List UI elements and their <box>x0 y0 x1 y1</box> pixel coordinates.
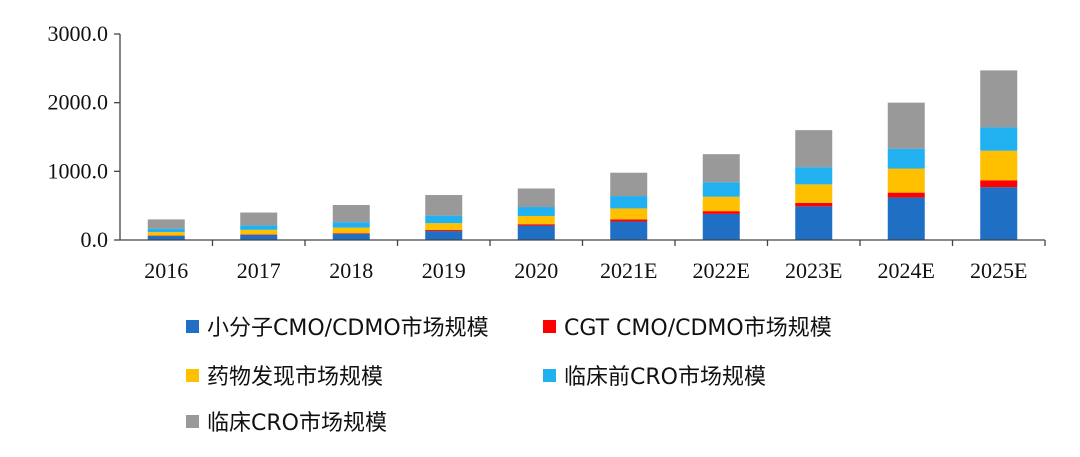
bars <box>147 70 1018 240</box>
legend-label: 小分子CMO/CDMO市场规模 <box>207 316 489 341</box>
bar-segment-2016-s2 <box>147 232 185 236</box>
bar-segment-2022E-s1 <box>702 211 740 214</box>
bar-segment-2016-s3 <box>147 228 185 233</box>
x-tick-label: 2019 <box>422 258 466 283</box>
bar-segment-2025E-s3 <box>980 127 1018 151</box>
y-tick-label: 0.0 <box>81 227 109 252</box>
legend-swatch <box>186 414 199 428</box>
legend-item-clinical-cro: 临床CRO市场规模 <box>186 401 387 441</box>
x-tick-label: 2022E <box>693 258 750 283</box>
x-tick-label: 2017 <box>237 258 281 283</box>
bar-segment-2025E-s2 <box>980 150 1018 181</box>
bar-segment-2019-s0 <box>425 231 463 240</box>
bar-segment-2021E-s0 <box>610 221 648 240</box>
bar-segment-2018-s3 <box>332 222 370 228</box>
bar-segment-2018-s2 <box>332 227 370 234</box>
bar-segment-2022E-s4 <box>702 154 740 183</box>
bar-segment-2023E-s3 <box>795 167 833 185</box>
legend-item-small-molecule-cdmo: 小分子CMO/CDMO市场规模 <box>186 306 489 346</box>
bar-segment-2018-s4 <box>332 204 370 223</box>
bar-segment-2021E-s3 <box>610 196 648 209</box>
bar-segment-2024E-s0 <box>887 197 925 240</box>
y-tick-label: 1000.0 <box>48 158 109 183</box>
x-tick-label: 2021E <box>600 258 657 283</box>
bar-segment-2022E-s3 <box>702 182 740 197</box>
bar-segment-2017-s1 <box>240 234 278 235</box>
y-axis: 0.0 1000.0 2000.0 3000.0 <box>48 21 121 252</box>
bar-segment-2025E-s1 <box>980 180 1018 188</box>
bar-segment-2023E-s1 <box>795 202 833 207</box>
bar-segment-2017-s0 <box>240 234 278 240</box>
x-tick-label: 2025E <box>970 258 1027 283</box>
bar-segment-2017-s2 <box>240 229 278 235</box>
bar-segment-2025E-s0 <box>980 187 1018 240</box>
legend-item-preclinical-cro: 临床前CRO市场规模 <box>543 355 766 395</box>
bar-segment-2023E-s0 <box>795 206 833 240</box>
bar-segment-2021E-s1 <box>610 219 648 222</box>
x-tick-label: 2016 <box>144 258 188 283</box>
bar-segment-2019-s3 <box>425 215 463 224</box>
legend-label: CGT CMO/CDMO市场规模 <box>564 316 832 341</box>
legend-item-cgt-cdmo: CGT CMO/CDMO市场规模 <box>543 306 832 346</box>
bar-segment-2020-s3 <box>517 207 555 216</box>
bar-segment-2021E-s4 <box>610 172 648 197</box>
bar-segment-2019-s4 <box>425 195 463 216</box>
legend: 小分子CMO/CDMO市场规模 CGT CMO/CDMO市场规模 药物发现市场规… <box>0 300 1080 457</box>
legend-swatch <box>186 368 199 382</box>
legend-label: 临床前CRO市场规模 <box>564 365 766 390</box>
bar-segment-2022E-s0 <box>702 213 740 240</box>
bar-segment-2022E-s2 <box>702 196 740 212</box>
bar-segment-2024E-s4 <box>887 102 925 149</box>
bar-segment-2019-s1 <box>425 230 463 232</box>
bar-segment-2024E-s1 <box>887 192 925 198</box>
legend-item-drug-discovery: 药物发现市场规模 <box>186 355 383 395</box>
x-tick-label: 2024E <box>878 258 935 283</box>
legend-swatch <box>543 368 556 382</box>
bar-segment-2024E-s2 <box>887 168 925 193</box>
x-axis: 2016 2017 2018 2019 2020 2021E 2022E 2023E 2024E… <box>120 239 1046 283</box>
y-tick-label: 3000.0 <box>48 21 109 46</box>
legend-label: 临床CRO市场规模 <box>207 411 387 436</box>
legend-label: 药物发现市场规模 <box>207 365 384 390</box>
bar-segment-2018-s1 <box>332 233 370 234</box>
legend-swatch <box>543 319 556 333</box>
bar-segment-2024E-s3 <box>887 148 925 169</box>
bar-segment-2020-s4 <box>517 188 555 208</box>
bar-segment-2019-s2 <box>425 223 463 231</box>
bar-segment-2020-s2 <box>517 215 555 225</box>
bar-segment-2016-s4 <box>147 219 185 229</box>
bar-segment-2023E-s4 <box>795 130 833 168</box>
bar-segment-2017-s4 <box>240 212 278 226</box>
bar-segment-2016-s0 <box>147 235 185 240</box>
bar-segment-2018-s0 <box>332 233 370 240</box>
legend-swatch <box>186 319 199 333</box>
bar-segment-2021E-s2 <box>610 208 648 220</box>
bar-segment-2020-s0 <box>517 225 555 240</box>
y-tick-label: 2000.0 <box>48 90 109 115</box>
bar-segment-2017-s3 <box>240 225 278 230</box>
x-tick-label: 2018 <box>329 258 373 283</box>
bar-segment-2023E-s2 <box>795 184 833 203</box>
x-tick-label: 2020 <box>514 258 558 283</box>
x-tick-label: 2023E <box>785 258 842 283</box>
bar-segment-2025E-s4 <box>980 70 1018 128</box>
bar-segment-2020-s1 <box>517 224 555 226</box>
